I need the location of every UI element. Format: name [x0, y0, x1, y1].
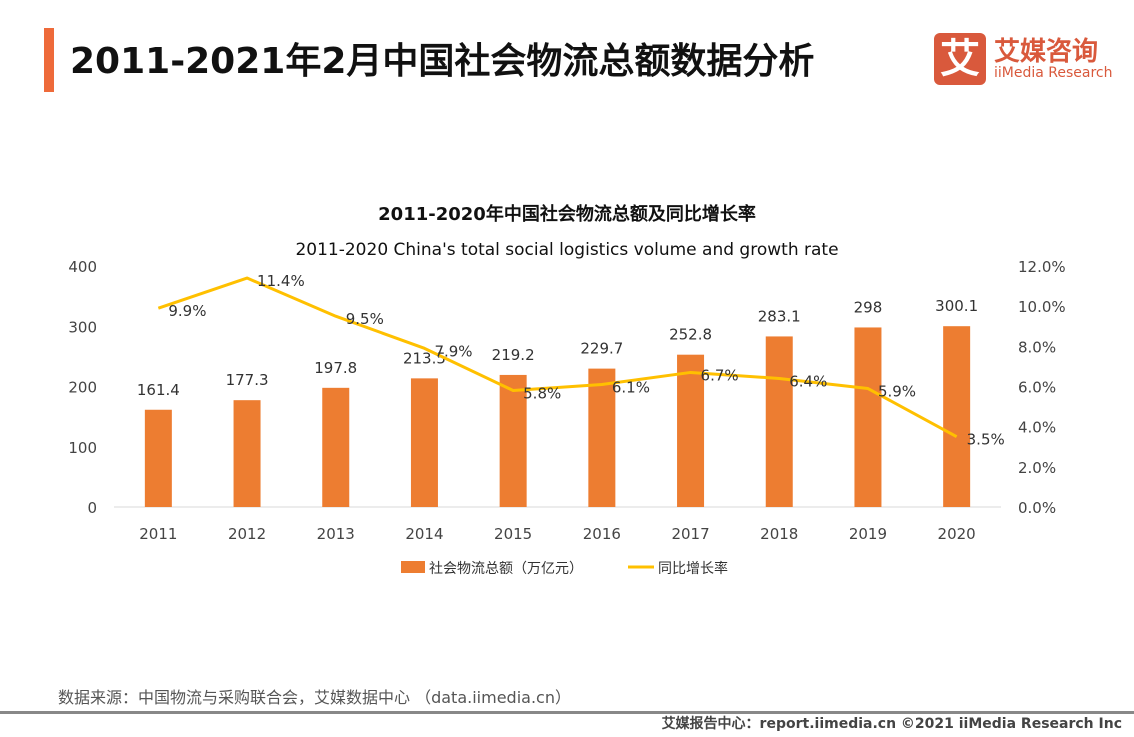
- bar-data-label: 177.3: [226, 371, 269, 389]
- y-left-tick-label: 300: [68, 318, 97, 336]
- footer-credit: 艾媒报告中心：report.iimedia.cn ©2021 iiMedia R…: [661, 716, 1122, 732]
- growth-rate-line: [157, 276, 958, 439]
- legend-bar-label: 社会物流总额（万亿元）: [429, 561, 583, 577]
- bar-data-label: 298: [854, 298, 883, 316]
- legend-bar-swatch: [401, 561, 425, 573]
- page-title: 2011-2021年2月中国社会物流总额数据分析: [70, 41, 815, 82]
- y-right-tick-label: 0.0%: [1018, 499, 1056, 517]
- y-right-tick-label: 4.0%: [1018, 419, 1056, 437]
- line-data-label: 9.5%: [346, 310, 384, 328]
- bar-data-label: 197.8: [314, 359, 357, 377]
- x-tick-label: 2017: [671, 525, 709, 543]
- x-tick-label: 2018: [760, 525, 798, 543]
- chart-subtitle: 2011-2020 China's total social logistics…: [295, 240, 838, 260]
- x-tick-label: 2015: [494, 525, 532, 543]
- line-data-label: 9.9%: [168, 302, 206, 320]
- y-left-tick-label: 100: [68, 439, 97, 457]
- legend-line-label: 同比增长率: [658, 560, 728, 577]
- bar: [854, 327, 882, 507]
- line-data-label: 6.7%: [701, 366, 739, 384]
- line-data-label: 6.1%: [612, 378, 650, 396]
- bar: [943, 326, 971, 507]
- bar: [410, 378, 438, 507]
- y-right-tick-label: 10.0%: [1018, 298, 1066, 316]
- logo-cn: 艾媒咨询: [994, 37, 1099, 67]
- y-left-tick-label: 400: [68, 258, 97, 276]
- x-tick-label: 2019: [849, 525, 887, 543]
- y-right-tick-label: 12.0%: [1018, 258, 1066, 276]
- bar-data-label: 229.7: [580, 340, 623, 358]
- bar-data-label: 252.8: [669, 326, 712, 344]
- bar: [144, 409, 172, 507]
- y-right-tick-label: 8.0%: [1018, 338, 1056, 356]
- line-data-label: 11.4%: [257, 272, 305, 290]
- y-left-tick-label: 0: [87, 499, 97, 517]
- line-data-label: 5.8%: [523, 385, 561, 403]
- line-data-label: 6.4%: [789, 372, 827, 390]
- bar-data-label: 300.1: [935, 297, 978, 315]
- line-data-label: 5.9%: [878, 383, 916, 401]
- line-data-label: 7.9%: [434, 342, 472, 360]
- x-tick-label: 2016: [583, 525, 621, 543]
- bar: [322, 387, 350, 507]
- bar: [499, 374, 527, 507]
- y-right-tick-label: 6.0%: [1018, 379, 1056, 397]
- data-source: 数据来源：中国物流与采购联合会，艾媒数据中心 （data.iimedia.cn）: [58, 688, 571, 707]
- y-right-tick-label: 2.0%: [1018, 459, 1056, 477]
- logo: 艾 艾媒咨询 iiMedia Research: [934, 33, 1114, 85]
- chart-title: 2011-2020年中国社会物流总额及同比增长率: [378, 203, 756, 225]
- bar: [677, 354, 705, 507]
- y-left-tick-label: 200: [68, 379, 97, 397]
- bar-data-label: 283.1: [758, 307, 801, 325]
- bar-data-label: 219.2: [492, 346, 535, 364]
- bar-data-label: 161.4: [137, 381, 180, 399]
- bar: [588, 368, 616, 507]
- line-data-label: 3.5%: [967, 431, 1005, 449]
- bar: [233, 400, 261, 507]
- x-tick-label: 2013: [317, 525, 355, 543]
- x-tick-label: 2014: [405, 525, 443, 543]
- title-accent-bar: [44, 28, 54, 92]
- x-tick-label: 2012: [228, 525, 266, 543]
- bar: [765, 336, 793, 507]
- logo-mark: 艾: [934, 33, 986, 85]
- x-tick-label: 2011: [139, 525, 177, 543]
- footer-divider: [0, 711, 1134, 714]
- logo-en: iiMedia Research: [994, 65, 1113, 81]
- x-tick-label: 2020: [938, 525, 976, 543]
